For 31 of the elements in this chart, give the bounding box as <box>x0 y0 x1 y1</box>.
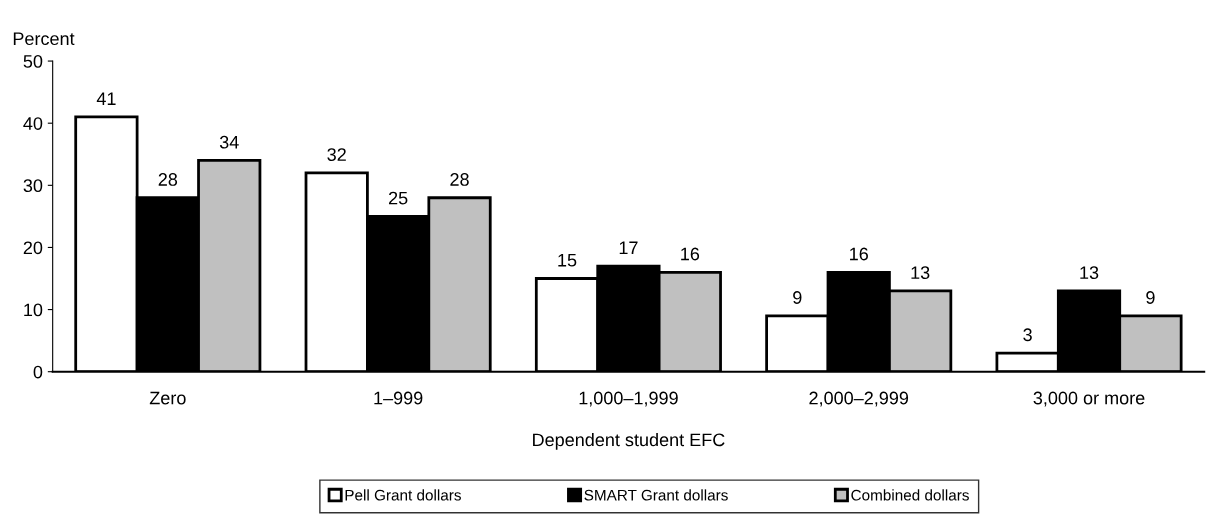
y-tick-label: 50 <box>23 55 43 68</box>
data-label: 16 <box>681 247 700 261</box>
data-label: 13 <box>1080 266 1099 280</box>
x-tick-label: 3,000 or more <box>1033 391 1145 407</box>
y-tick-label: 30 <box>23 179 43 193</box>
data-label: 13 <box>911 266 930 280</box>
x-axis-title: Dependent student EFC <box>533 432 725 450</box>
legend-label: Combined dollars <box>851 489 969 501</box>
x-tick-label: 1,000–1,999 <box>579 391 678 407</box>
data-label: 15 <box>558 254 577 267</box>
x-tick-label: 1–999 <box>374 391 423 405</box>
y-tick-label: 0 <box>33 365 43 379</box>
data-label: 9 <box>793 291 802 304</box>
data-label: 41 <box>96 92 116 105</box>
data-label: 9 <box>1146 291 1155 304</box>
data-label: 34 <box>219 135 239 149</box>
y-tick-label: 20 <box>23 241 43 255</box>
legend-label: Pell Grant dollars <box>345 489 461 501</box>
x-tick-label: Zero <box>149 391 186 405</box>
y-axis-title: Percent <box>13 32 75 46</box>
data-label: 16 <box>850 247 868 261</box>
y-tick-label: 40 <box>23 117 43 130</box>
legend-label: SMART Grant dollars <box>584 489 728 501</box>
data-label: 17 <box>619 241 638 254</box>
data-label: 28 <box>450 173 469 186</box>
data-label: 3 <box>1023 328 1032 342</box>
x-tick-label: 2,000–2,999 <box>809 391 909 407</box>
data-label: 28 <box>158 173 178 186</box>
y-tick-label: 10 <box>24 303 43 317</box>
data-label: 32 <box>327 148 346 161</box>
data-label: 25 <box>388 191 408 205</box>
